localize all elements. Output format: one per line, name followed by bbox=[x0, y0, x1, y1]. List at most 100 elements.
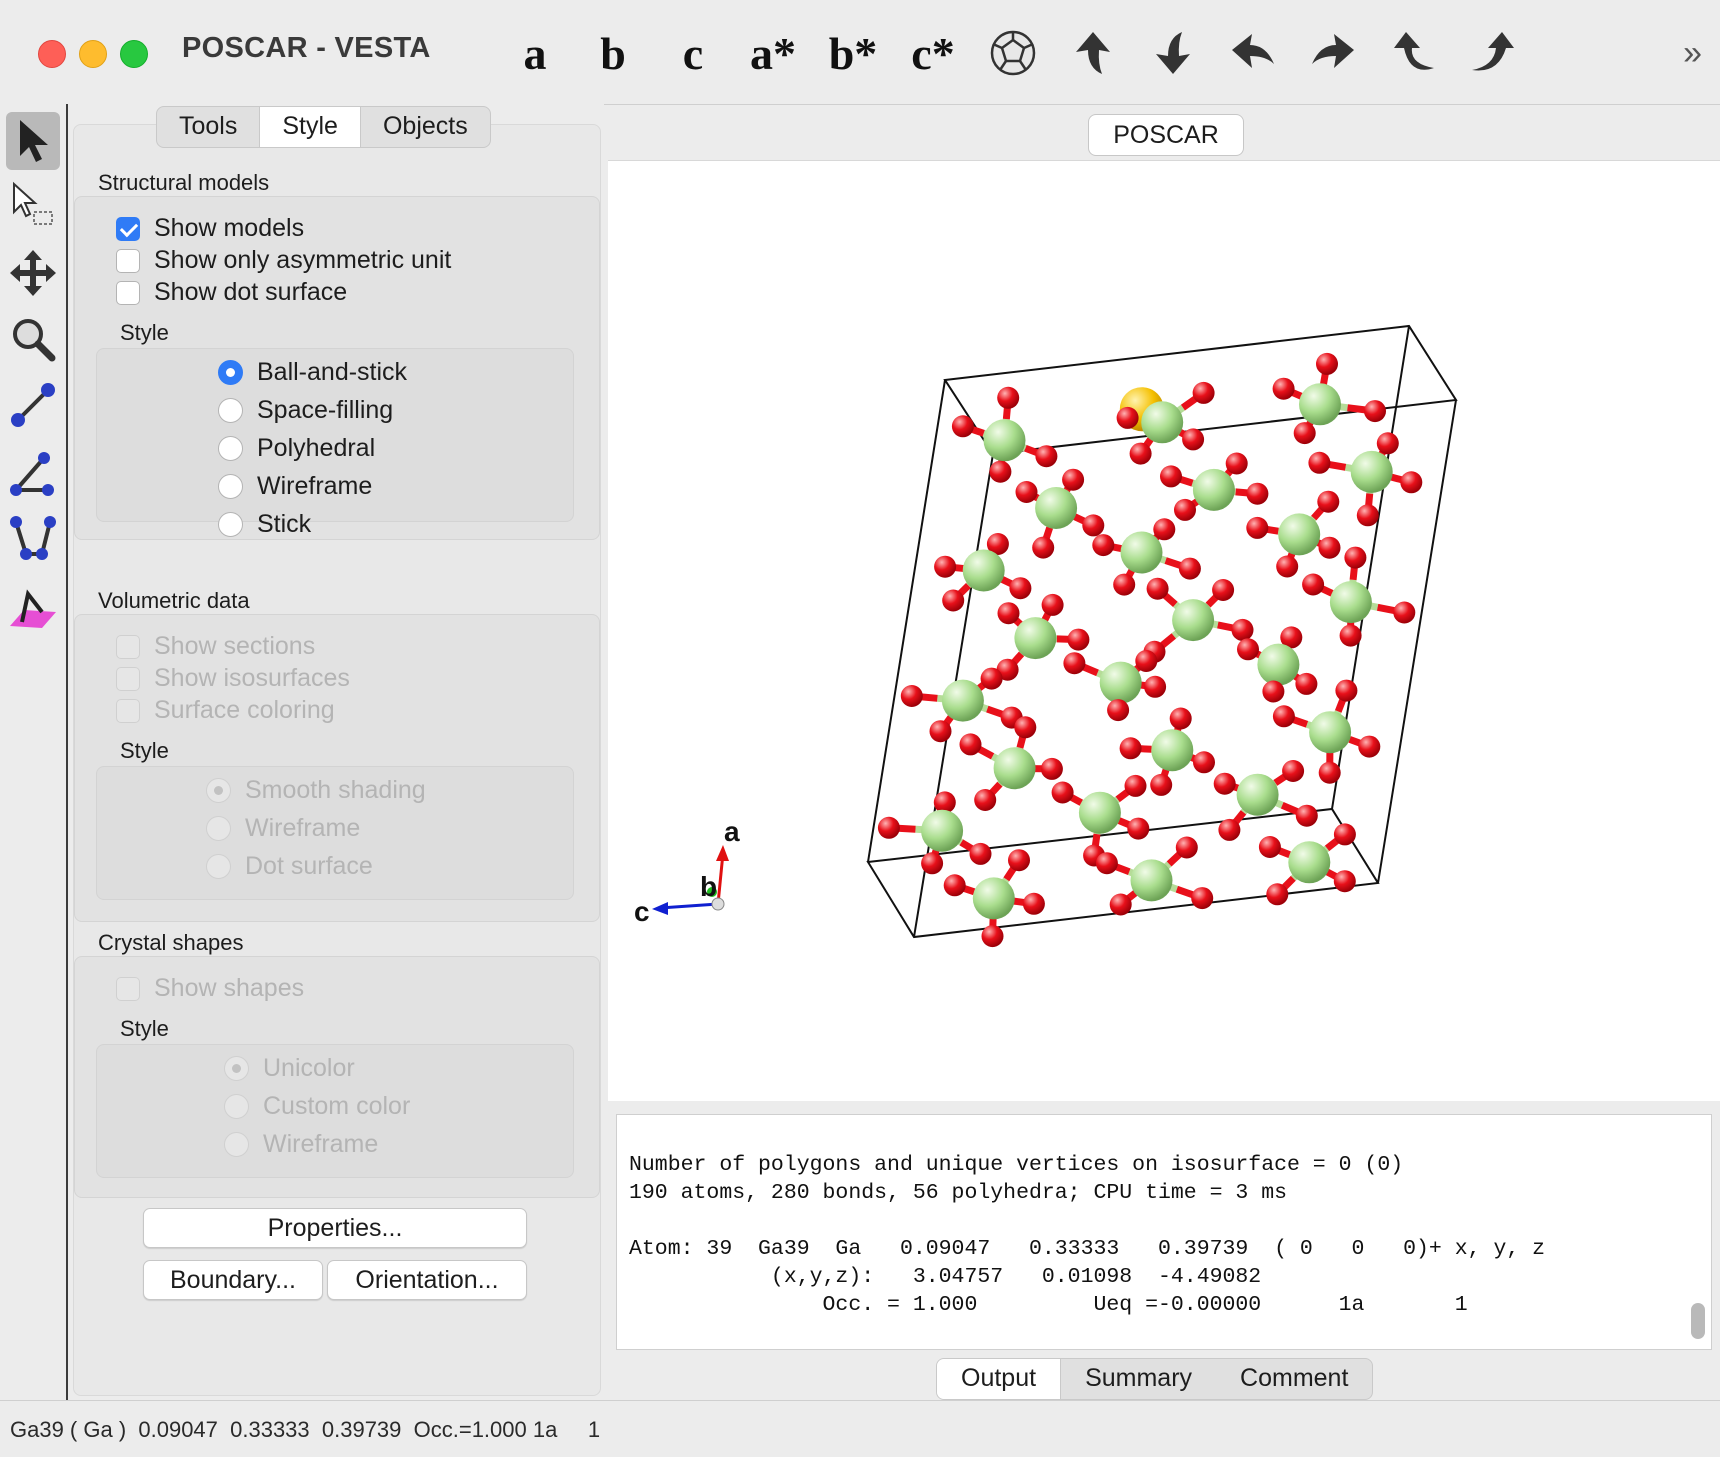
o-atom[interactable] bbox=[1041, 758, 1063, 780]
plane-icon[interactable] bbox=[6, 578, 60, 636]
radio[interactable] bbox=[224, 1132, 249, 1157]
o-atom[interactable] bbox=[1144, 676, 1166, 698]
document-tab-poscar[interactable]: POSCAR bbox=[1088, 114, 1244, 156]
o-atom[interactable] bbox=[1107, 699, 1129, 721]
o-atom[interactable] bbox=[1319, 762, 1341, 784]
o-atom[interactable] bbox=[1335, 680, 1357, 702]
radio[interactable] bbox=[206, 854, 231, 879]
style-polyhedral-radio[interactable]: Polyhedral bbox=[218, 434, 375, 463]
o-atom[interactable] bbox=[1016, 481, 1038, 503]
o-atom[interactable] bbox=[1317, 491, 1339, 513]
o-atom[interactable] bbox=[934, 556, 956, 578]
o-atom[interactable] bbox=[997, 387, 1019, 409]
tab-style[interactable]: Style bbox=[259, 107, 361, 147]
ga-atom[interactable] bbox=[1237, 774, 1279, 816]
o-atom[interactable] bbox=[1127, 818, 1149, 840]
o-atom[interactable] bbox=[1174, 499, 1196, 521]
dot-surface-radio[interactable]: Dot surface bbox=[206, 852, 373, 881]
o-atom[interactable] bbox=[1125, 775, 1147, 797]
o-atom[interactable] bbox=[1147, 578, 1169, 600]
show-dot-surface-checkbox[interactable]: Show dot surface bbox=[116, 278, 347, 307]
o-atom[interactable] bbox=[1316, 353, 1338, 375]
o-atom[interactable] bbox=[1377, 432, 1399, 454]
tab-objects[interactable]: Objects bbox=[361, 107, 490, 147]
o-atom[interactable] bbox=[1212, 579, 1234, 601]
toolbar-overflow-button[interactable]: » bbox=[1683, 34, 1702, 73]
radio[interactable] bbox=[218, 398, 243, 423]
o-atom[interactable] bbox=[1334, 870, 1356, 892]
minimize-window-button[interactable] bbox=[79, 40, 107, 68]
rotate-ccw-icon[interactable] bbox=[1380, 20, 1446, 86]
o-atom[interactable] bbox=[1295, 673, 1317, 695]
radio[interactable] bbox=[206, 816, 231, 841]
o-atom[interactable] bbox=[1237, 638, 1259, 660]
o-atom[interactable] bbox=[1364, 400, 1386, 422]
show-shapes-checkbox[interactable]: Show shapes bbox=[116, 974, 304, 1003]
o-atom[interactable] bbox=[944, 874, 966, 896]
crystal-structure-render[interactable]: a b c bbox=[608, 161, 1720, 1101]
ga-atom[interactable] bbox=[1151, 729, 1193, 771]
o-atom[interactable] bbox=[1082, 514, 1104, 536]
o-atom[interactable] bbox=[1266, 883, 1288, 905]
ga-atom[interactable] bbox=[1014, 617, 1056, 659]
radio[interactable] bbox=[224, 1056, 249, 1081]
o-atom[interactable] bbox=[1357, 504, 1379, 526]
o-atom[interactable] bbox=[1296, 805, 1318, 827]
ga-atom[interactable] bbox=[1141, 401, 1183, 443]
ga-atom[interactable] bbox=[1309, 711, 1351, 753]
custom-color-radio[interactable]: Custom color bbox=[224, 1092, 410, 1121]
o-atom[interactable] bbox=[1120, 737, 1142, 759]
ga-atom[interactable] bbox=[921, 810, 963, 852]
o-atom[interactable] bbox=[878, 817, 900, 839]
select-arrow-icon[interactable] bbox=[6, 112, 60, 170]
ga-atom[interactable] bbox=[1278, 513, 1320, 555]
o-atom[interactable] bbox=[1273, 378, 1295, 400]
tab-summary[interactable]: Summary bbox=[1061, 1359, 1216, 1399]
o-atom[interactable] bbox=[1130, 443, 1152, 465]
close-window-button[interactable] bbox=[38, 40, 66, 68]
o-atom[interactable] bbox=[1092, 534, 1114, 556]
o-atom[interactable] bbox=[1008, 849, 1030, 871]
view-along-b-star-button[interactable]: b* bbox=[820, 20, 886, 86]
ga-atom[interactable] bbox=[1299, 383, 1341, 425]
radio[interactable] bbox=[206, 778, 231, 803]
o-atom[interactable] bbox=[960, 733, 982, 755]
boundary-button[interactable]: Boundary... bbox=[143, 1260, 323, 1300]
surface-coloring-checkbox[interactable]: Surface coloring bbox=[116, 696, 335, 725]
o-atom[interactable] bbox=[1276, 556, 1298, 578]
o-atom[interactable] bbox=[1052, 782, 1074, 804]
checkbox[interactable] bbox=[116, 977, 140, 1001]
zoom-window-button[interactable] bbox=[120, 40, 148, 68]
view-along-c-star-button[interactable]: c* bbox=[900, 20, 966, 86]
o-atom[interactable] bbox=[982, 925, 1004, 947]
o-atom[interactable] bbox=[1193, 751, 1215, 773]
o-atom[interactable] bbox=[1117, 407, 1139, 429]
o-atom[interactable] bbox=[1344, 547, 1366, 569]
o-atom[interactable] bbox=[1113, 574, 1135, 596]
ga-atom[interactable] bbox=[1100, 662, 1142, 704]
o-atom[interactable] bbox=[1393, 602, 1415, 624]
volumetric-wireframe-radio[interactable]: Wireframe bbox=[206, 814, 360, 843]
ga-atom[interactable] bbox=[994, 747, 1036, 789]
rotate-up-icon[interactable] bbox=[1060, 20, 1126, 86]
ga-atom[interactable] bbox=[973, 877, 1015, 919]
o-atom[interactable] bbox=[998, 602, 1020, 624]
o-atom[interactable] bbox=[1170, 708, 1192, 730]
ga-atom[interactable] bbox=[963, 550, 1005, 592]
structure-viewport[interactable]: a b c bbox=[608, 160, 1720, 1101]
view-along-b-button[interactable]: b bbox=[580, 20, 646, 86]
ga-atom[interactable] bbox=[1035, 487, 1077, 529]
o-atom[interactable] bbox=[1302, 574, 1324, 596]
orientation-button[interactable]: Orientation... bbox=[327, 1260, 527, 1300]
ga-atom[interactable] bbox=[1330, 581, 1372, 623]
style-wireframe-radio[interactable]: Wireframe bbox=[218, 472, 372, 501]
o-atom[interactable] bbox=[1214, 773, 1236, 795]
dihedral-icon[interactable] bbox=[6, 510, 60, 568]
select-box-icon[interactable] bbox=[6, 176, 60, 234]
o-atom[interactable] bbox=[1160, 465, 1182, 487]
ga-atom[interactable] bbox=[1193, 469, 1235, 511]
o-atom[interactable] bbox=[970, 843, 992, 865]
radio[interactable] bbox=[218, 436, 243, 461]
o-atom[interactable] bbox=[1232, 619, 1254, 641]
o-atom[interactable] bbox=[1319, 537, 1341, 559]
